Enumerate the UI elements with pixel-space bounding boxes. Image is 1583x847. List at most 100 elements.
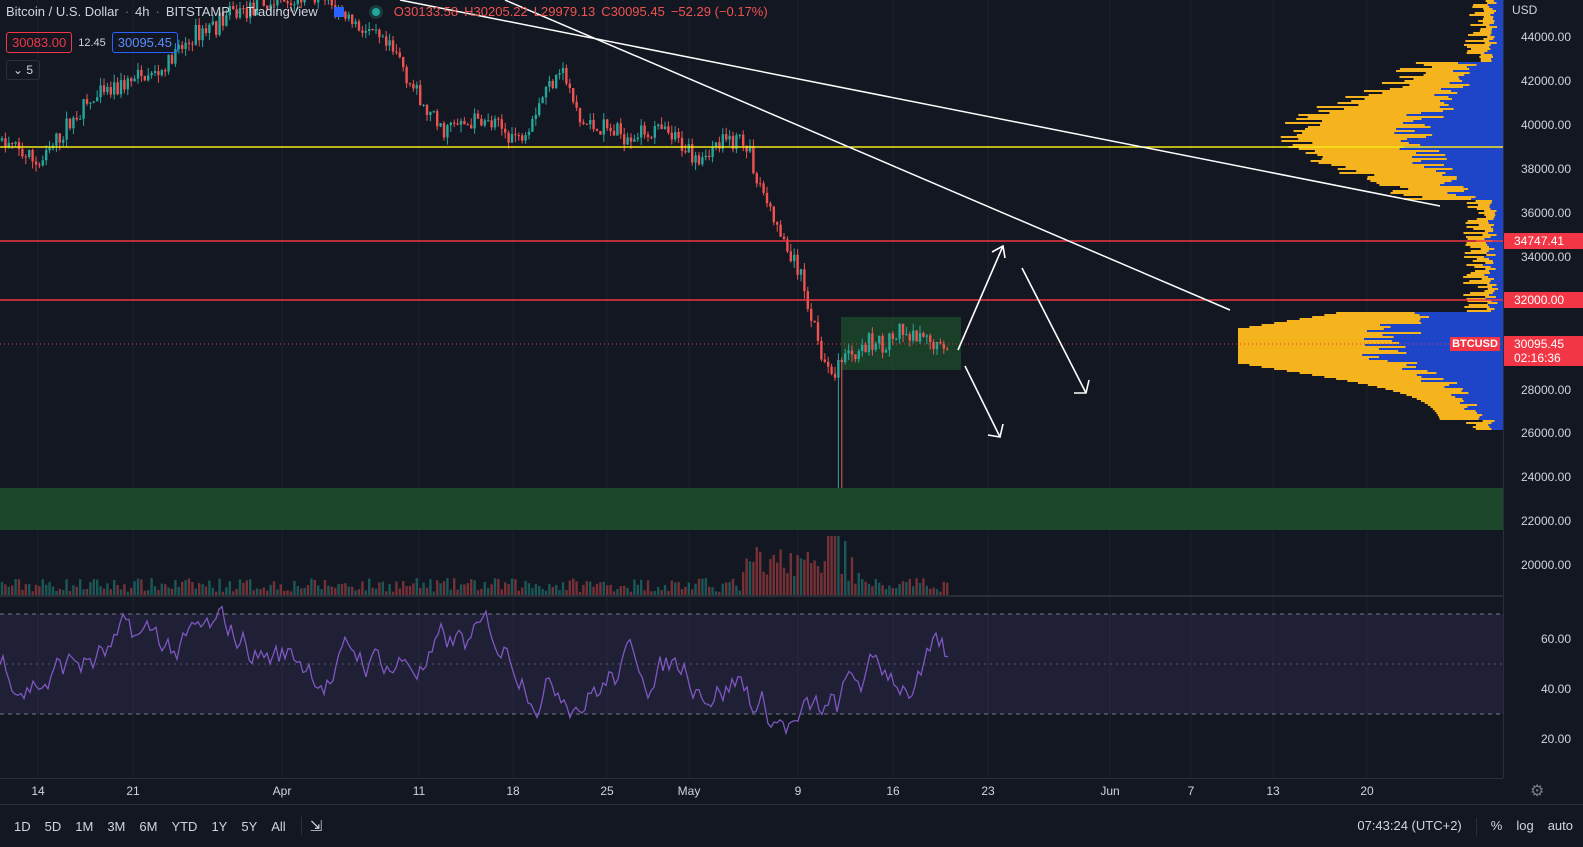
date-range-icon[interactable]: ⇲ xyxy=(310,817,323,835)
log-toggle[interactable]: log xyxy=(1516,818,1533,836)
candle-body xyxy=(409,83,411,84)
candle-body xyxy=(511,134,513,142)
candle-body xyxy=(518,135,520,136)
volume-profile-bar xyxy=(1487,308,1495,310)
candle-body xyxy=(514,134,516,135)
interval-label[interactable]: 4h xyxy=(135,4,149,19)
currency-label[interactable]: USD xyxy=(1512,3,1537,17)
volume-profile-bar xyxy=(1281,136,1426,138)
candle-body xyxy=(892,333,894,339)
sell-price-button[interactable]: 30083.00 xyxy=(6,32,72,53)
volume-bar xyxy=(218,579,220,596)
volume-profile-bar xyxy=(1386,388,1463,390)
volume-profile-bar xyxy=(1490,426,1503,428)
volume-bar xyxy=(181,582,183,596)
trendline-short[interactable] xyxy=(505,0,1230,310)
auto-toggle[interactable]: auto xyxy=(1548,818,1573,836)
volume-profile-bar xyxy=(1491,310,1503,312)
volume-profile-bar xyxy=(1491,266,1503,268)
candle-body xyxy=(779,225,781,237)
volume-profile-bar xyxy=(1484,290,1494,292)
candle-body xyxy=(664,126,666,129)
candle-body xyxy=(412,84,414,89)
volume-profile-bar xyxy=(1419,320,1503,322)
range-1m[interactable]: 1M xyxy=(68,819,100,834)
volume-profile-bar xyxy=(1431,126,1503,128)
indicators-toggle[interactable]: ⌄ 5 xyxy=(6,60,40,80)
candle-body xyxy=(626,138,628,145)
price-axis[interactable]: USD 44000.00 42000.00 40000.00 38000.00 … xyxy=(1503,0,1583,778)
range-5y[interactable]: 5Y xyxy=(234,819,264,834)
candle-body xyxy=(388,40,390,45)
time-label: 25 xyxy=(600,784,613,798)
price-chart[interactable] xyxy=(0,0,1503,778)
range-all[interactable]: All xyxy=(264,819,292,834)
volume-bar xyxy=(854,584,856,596)
volume-profile-bar xyxy=(1496,10,1503,12)
candle-body xyxy=(671,133,673,140)
volume-profile-bar xyxy=(1493,262,1503,264)
volume-profile-bar xyxy=(1466,236,1491,238)
volume-profile-bar xyxy=(1473,260,1493,262)
candle-body xyxy=(405,67,407,83)
candle-body xyxy=(796,255,798,275)
volume-profile-bar xyxy=(1452,98,1503,100)
volume-profile-bar xyxy=(1467,202,1492,204)
volume-bar xyxy=(603,582,605,596)
volume-profile-bar xyxy=(1462,80,1503,82)
range-1y[interactable]: 1Y xyxy=(204,819,234,834)
candle-body xyxy=(630,138,632,142)
volume-bar xyxy=(11,585,13,596)
chevron-down-icon: ⌄ xyxy=(13,63,23,77)
candle-body xyxy=(93,101,95,102)
range-3m[interactable]: 3M xyxy=(100,819,132,834)
candle-body xyxy=(728,136,730,140)
flag-icon[interactable] xyxy=(334,7,344,17)
volume-bar xyxy=(96,580,98,596)
candle-body xyxy=(477,114,479,119)
volume-bar xyxy=(677,582,679,596)
buy-price-button[interactable]: 30095.45 xyxy=(112,32,178,53)
range-5d[interactable]: 5D xyxy=(38,819,69,834)
gear-icon[interactable]: ⚙ xyxy=(1530,781,1544,801)
candle-body xyxy=(89,103,91,104)
volume-profile-bar xyxy=(1493,228,1503,230)
volume-bar xyxy=(769,559,771,596)
volume-bar xyxy=(745,558,747,596)
volume-profile-bar xyxy=(1476,428,1492,430)
volume-profile-bar xyxy=(1496,254,1503,256)
volume-bar xyxy=(344,583,346,596)
volume-profile-bar xyxy=(1336,378,1443,380)
volume-profile-bar xyxy=(1324,376,1421,378)
volume-profile-bar xyxy=(1428,404,1477,406)
volume-bar xyxy=(569,581,571,596)
volume-profile-bar xyxy=(1492,200,1503,202)
percent-toggle[interactable]: % xyxy=(1491,818,1503,836)
volume-profile-bar xyxy=(1472,6,1489,8)
time-axis[interactable]: 14 21 Apr 11 18 25 May 9 16 23 Jun 7 13 … xyxy=(0,778,1503,803)
volume-bar xyxy=(932,588,934,596)
volume-bar xyxy=(103,589,105,596)
volume-bar xyxy=(548,584,550,596)
candle-body xyxy=(715,142,717,146)
clock[interactable]: 07:43:24 (UTC+2) xyxy=(1357,818,1461,836)
spread-value: 12.45 xyxy=(78,37,106,49)
volume-profile-bar xyxy=(1485,230,1494,232)
range-1d[interactable]: 1D xyxy=(7,819,38,834)
trendline-long[interactable] xyxy=(400,0,1440,206)
symbol-name[interactable]: Bitcoin / U.S. Dollar xyxy=(6,4,119,19)
volume-profile-bar xyxy=(1396,128,1503,130)
volume-bar xyxy=(412,583,414,596)
range-6m[interactable]: 6M xyxy=(132,819,164,834)
range-ytd[interactable]: YTD xyxy=(164,819,204,834)
volume-bar xyxy=(395,582,397,596)
chart-legend[interactable]: Bitcoin / U.S. Dollar · 4h · BITSTAMP · … xyxy=(6,4,768,19)
volume-bar xyxy=(164,584,166,596)
time-label: 7 xyxy=(1188,784,1195,798)
volume-bar xyxy=(307,585,309,596)
volume-profile-bar xyxy=(1496,296,1503,298)
projection-arrows[interactable] xyxy=(958,246,1089,437)
volume-bar xyxy=(297,586,299,596)
volume-profile-bar xyxy=(1490,204,1503,206)
market-status-icon[interactable] xyxy=(372,8,380,16)
